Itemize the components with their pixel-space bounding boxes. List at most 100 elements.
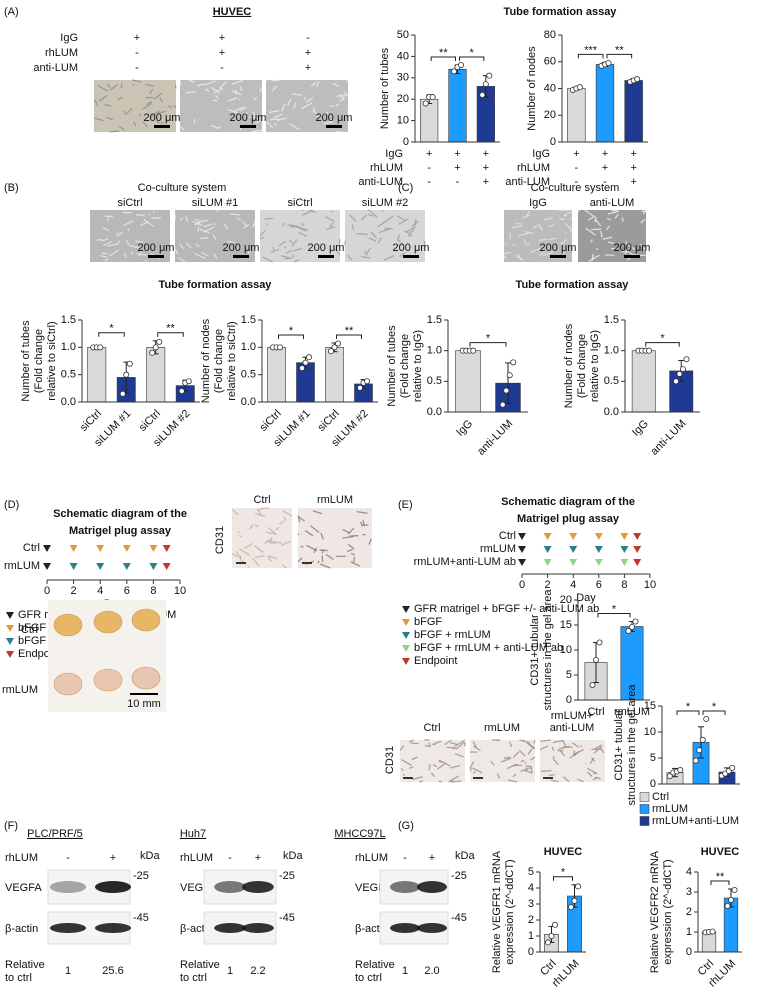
texture (587, 215, 596, 221)
schematic-title: Schematic diagram of the (501, 496, 635, 508)
texture (539, 745, 549, 751)
texture (342, 528, 350, 534)
cell-line: HUVEC (213, 6, 252, 18)
scale-label: 200 μm (316, 112, 353, 124)
texture (524, 231, 534, 235)
texture (621, 217, 624, 222)
texture (281, 564, 287, 569)
condition-label: rhLUM (517, 162, 550, 174)
y-axis-label: Number of nodes (526, 46, 538, 131)
texture (266, 121, 274, 129)
texture (594, 218, 602, 227)
texture (271, 85, 278, 92)
significance-bracket (469, 342, 507, 347)
data-point (149, 349, 156, 356)
texture (607, 241, 615, 245)
data-point (126, 360, 133, 367)
texture (537, 223, 544, 231)
texture (143, 219, 155, 228)
y-tick-label: 20 (544, 109, 556, 121)
data-point (510, 359, 517, 366)
texture (500, 757, 512, 763)
condition-label: rhLUM (370, 162, 403, 174)
texture (93, 117, 104, 122)
texture (271, 79, 281, 82)
panel-label: (C) (398, 182, 413, 194)
texture (212, 234, 217, 240)
chart-title: HUVEC (544, 846, 583, 858)
texture (398, 218, 409, 226)
texture (524, 769, 533, 774)
texture (586, 771, 593, 777)
texture (130, 251, 134, 255)
micrograph (232, 508, 292, 568)
size-marker: -45 (451, 912, 467, 924)
texture (620, 250, 627, 254)
texture (231, 552, 238, 558)
texture (247, 250, 251, 254)
texture (127, 227, 130, 231)
data-point (731, 887, 738, 894)
texture (291, 224, 303, 230)
legend-marker (6, 638, 14, 645)
y-tick-label: 5 (566, 669, 572, 681)
texture (594, 776, 601, 780)
texture (288, 239, 294, 244)
texture (185, 90, 197, 94)
texture (107, 243, 119, 247)
significance-bracket (606, 53, 633, 59)
texture (129, 107, 133, 111)
significance-bracket (702, 710, 726, 715)
texture (100, 254, 107, 258)
timeline-tick-label: 0 (519, 579, 525, 591)
texture (167, 105, 173, 108)
condition-sign: - (603, 176, 607, 188)
relative-label: to ctrl (355, 972, 382, 984)
texture (495, 739, 500, 742)
data-point (696, 747, 703, 754)
texture (281, 103, 286, 112)
texture (123, 252, 127, 258)
texture (253, 219, 256, 227)
data-point (692, 757, 699, 764)
band (49, 881, 87, 893)
texture (444, 739, 452, 746)
y-tick-label: 0.0 (241, 396, 256, 408)
legend-label: rmLUM+anti-LUM (652, 815, 739, 827)
texture (325, 553, 334, 561)
unit-label: kDa (455, 850, 475, 862)
texture (135, 214, 145, 217)
event-marker (149, 545, 158, 552)
legend-label: rmLUM (652, 803, 688, 815)
texture (255, 512, 266, 518)
image-label: siLUM #1 (192, 197, 238, 209)
texture (203, 223, 212, 228)
texture (267, 527, 277, 535)
condition-sign: + (630, 148, 636, 160)
texture (512, 243, 517, 247)
event-marker (633, 546, 642, 553)
bar (624, 80, 643, 143)
data-point (673, 378, 680, 385)
image-label: anti-LUM (550, 722, 595, 734)
event-marker (122, 563, 131, 570)
legend-marker (6, 625, 14, 632)
y-tick-label: 0.0 (427, 406, 442, 418)
event-marker (122, 545, 131, 552)
data-point (486, 72, 493, 79)
schematic-title: Matrigel plug assay (69, 525, 172, 537)
lane-sign: + (110, 852, 116, 864)
texture (538, 238, 549, 242)
significance-bracket (710, 880, 730, 885)
texture (282, 510, 293, 517)
data-point (298, 365, 305, 372)
y-tick-label: 1.5 (61, 314, 76, 326)
texture (210, 86, 221, 94)
texture (542, 250, 555, 257)
texture (149, 110, 160, 118)
texture (180, 217, 184, 221)
legend-swatch (639, 816, 650, 826)
texture (519, 739, 531, 744)
texture (343, 91, 349, 97)
y-tick-label: 15 (560, 619, 572, 631)
